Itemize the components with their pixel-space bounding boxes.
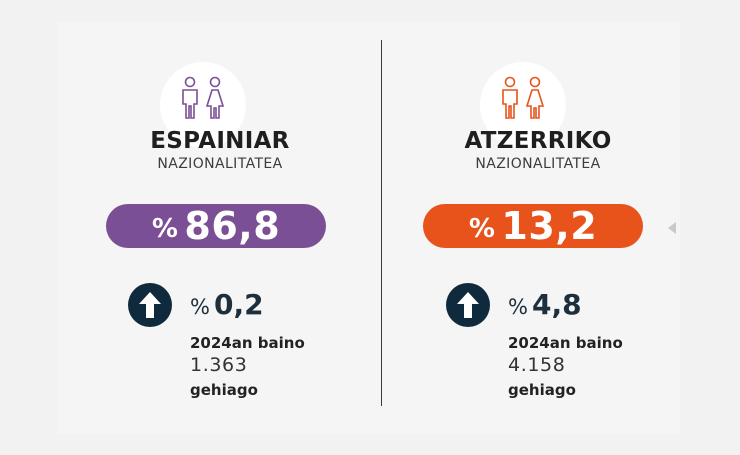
change-number: 4,8 xyxy=(531,288,582,321)
nationality-subtitle: NAZIONALITATEA xyxy=(475,156,601,172)
slide-indicator-arrow[interactable] xyxy=(668,222,676,234)
more-label: gehiago xyxy=(508,381,576,399)
comparison-note: 2024an baino xyxy=(190,334,305,352)
change-value: % 4,8 xyxy=(508,288,582,321)
nationality-title: ATZERRIKO xyxy=(464,128,612,154)
people-icon xyxy=(182,76,225,119)
column-divider xyxy=(381,40,382,406)
percent-symbol: % xyxy=(151,214,179,244)
spanish-nationality-column: ESPAINIAR NAZIONALITATEA % 86,8 % 0,2 2024… xyxy=(70,0,370,455)
people-icon xyxy=(502,76,545,119)
share-value: 13,2 xyxy=(501,204,598,248)
up-arrow-icon xyxy=(128,283,172,327)
increase-count: 1.363 xyxy=(190,354,248,376)
percent-symbol: % xyxy=(468,214,496,244)
change-percent-symbol: % xyxy=(190,295,210,319)
change-number: 0,2 xyxy=(213,288,264,321)
more-label: gehiago xyxy=(190,381,258,399)
share-badge: % 13,2 xyxy=(423,204,643,248)
people-icon-circle xyxy=(480,62,566,148)
people-icon-circle xyxy=(160,62,246,148)
share-value: 86,8 xyxy=(184,204,281,248)
nationality-subtitle: NAZIONALITATEA xyxy=(157,156,283,172)
increase-count: 4.158 xyxy=(508,354,566,376)
foreign-nationality-column: ATZERRIKO NAZIONALITATEA % 13,2 % 4,8 2024… xyxy=(388,0,688,455)
nationality-title: ESPAINIAR xyxy=(150,128,290,154)
change-value: % 0,2 xyxy=(190,288,264,321)
up-arrow-icon xyxy=(446,283,490,327)
share-badge: % 86,8 xyxy=(106,204,326,248)
comparison-note: 2024an baino xyxy=(508,334,623,352)
change-percent-symbol: % xyxy=(508,295,528,319)
